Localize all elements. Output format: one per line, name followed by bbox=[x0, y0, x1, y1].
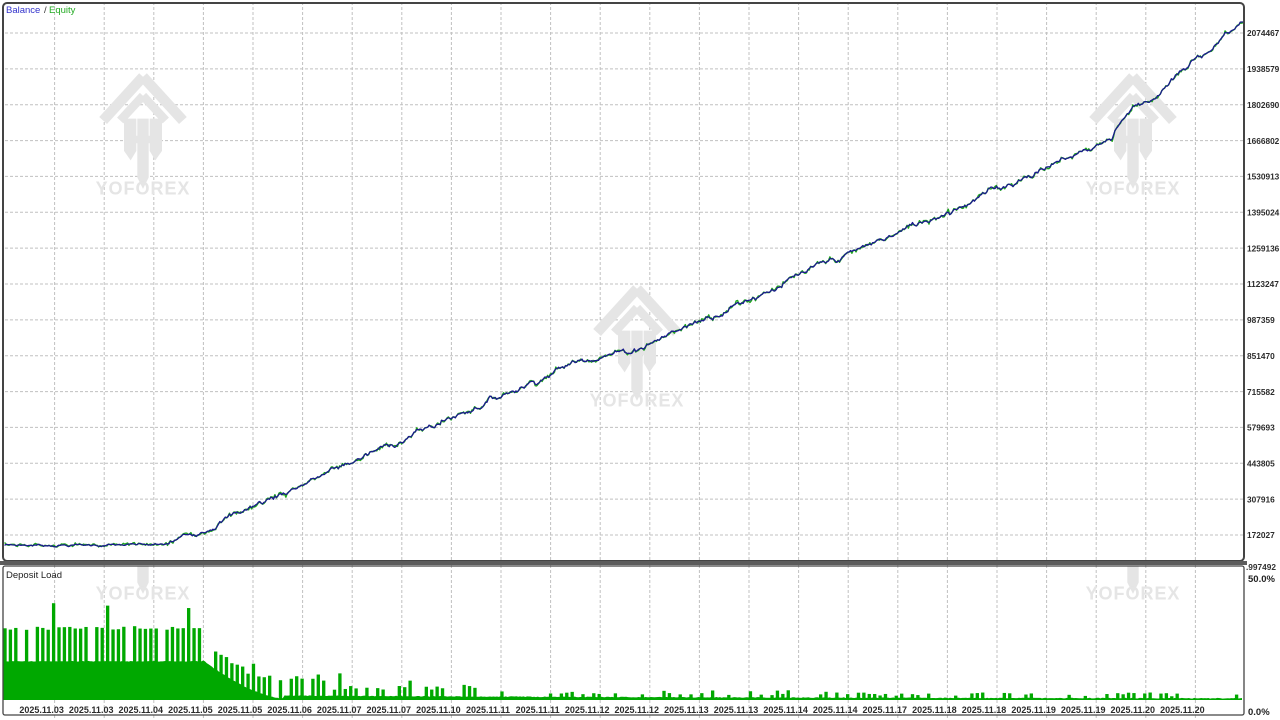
svg-text:172027: 172027 bbox=[1247, 530, 1275, 540]
svg-text:2074467: 2074467 bbox=[1247, 28, 1280, 38]
svg-text:Equity: Equity bbox=[49, 5, 76, 16]
svg-text:2025.11.19: 2025.11.19 bbox=[1011, 705, 1056, 715]
svg-text:2025.11.11: 2025.11.11 bbox=[516, 705, 560, 715]
svg-text:1259136: 1259136 bbox=[1247, 243, 1280, 253]
svg-text:50.0%: 50.0% bbox=[1248, 574, 1275, 585]
svg-text:2025.11.18: 2025.11.18 bbox=[912, 705, 957, 715]
svg-text:2025.11.05: 2025.11.05 bbox=[218, 705, 263, 715]
svg-text:2025.11.12: 2025.11.12 bbox=[615, 705, 660, 715]
svg-text:715582: 715582 bbox=[1247, 387, 1275, 397]
svg-text:987359: 987359 bbox=[1247, 315, 1275, 325]
svg-text:Deposit Load: Deposit Load bbox=[6, 570, 62, 581]
svg-text:2025.11.11: 2025.11.11 bbox=[466, 705, 510, 715]
svg-text:/: / bbox=[44, 5, 47, 16]
svg-text:2025.11.14: 2025.11.14 bbox=[813, 705, 858, 715]
svg-text:.997492: .997492 bbox=[1246, 562, 1276, 572]
svg-text:2025.11.05: 2025.11.05 bbox=[168, 705, 213, 715]
svg-text:2025.11.19: 2025.11.19 bbox=[1061, 705, 1106, 715]
svg-text:2025.11.20: 2025.11.20 bbox=[1111, 705, 1156, 715]
svg-text:1123247: 1123247 bbox=[1247, 279, 1279, 289]
svg-text:2025.11.03: 2025.11.03 bbox=[69, 705, 114, 715]
svg-text:1666802: 1666802 bbox=[1247, 136, 1280, 146]
svg-text:2025.11.13: 2025.11.13 bbox=[664, 705, 709, 715]
svg-text:2025.11.20: 2025.11.20 bbox=[1160, 705, 1205, 715]
svg-text:851470: 851470 bbox=[1247, 351, 1275, 361]
svg-text:2025.11.14: 2025.11.14 bbox=[763, 705, 808, 715]
svg-text:443805: 443805 bbox=[1247, 459, 1275, 469]
svg-text:2025.11.17: 2025.11.17 bbox=[863, 705, 908, 715]
svg-text:1530913: 1530913 bbox=[1247, 172, 1280, 182]
svg-text:579693: 579693 bbox=[1247, 423, 1275, 433]
svg-text:0.0%: 0.0% bbox=[1248, 707, 1270, 718]
svg-text:2025.11.07: 2025.11.07 bbox=[317, 705, 362, 715]
svg-text:1938579: 1938579 bbox=[1247, 64, 1280, 74]
svg-text:1395024: 1395024 bbox=[1247, 208, 1280, 218]
svg-text:Balance: Balance bbox=[6, 5, 40, 16]
svg-text:2025.11.04: 2025.11.04 bbox=[119, 705, 164, 715]
svg-text:2025.11.18: 2025.11.18 bbox=[962, 705, 1007, 715]
svg-text:2025.11.10: 2025.11.10 bbox=[416, 705, 461, 715]
svg-text:307916: 307916 bbox=[1247, 494, 1275, 504]
svg-text:2025.11.13: 2025.11.13 bbox=[714, 705, 759, 715]
svg-text:2025.11.03: 2025.11.03 bbox=[19, 705, 64, 715]
svg-text:2025.11.06: 2025.11.06 bbox=[267, 705, 312, 715]
svg-text:2025.11.07: 2025.11.07 bbox=[367, 705, 412, 715]
svg-text:2025.11.12: 2025.11.12 bbox=[565, 705, 610, 715]
svg-text:1802690: 1802690 bbox=[1247, 100, 1280, 110]
